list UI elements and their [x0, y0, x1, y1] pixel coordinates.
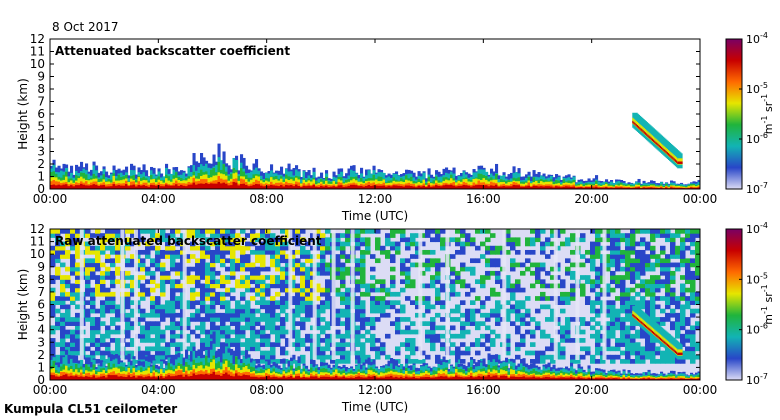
date-label: 8 Oct 2017 — [52, 20, 119, 34]
y-tick-label: 5 — [37, 120, 45, 134]
x-axis-label: Time (UTC) — [341, 400, 408, 414]
colorbar-tick-label: 10-4 — [746, 221, 768, 236]
instrument-caption: Kumpula CL51 ceilometer — [4, 402, 178, 416]
colorbar-tick-label: 10-5 — [746, 81, 768, 96]
y-tick-label: 9 — [37, 260, 45, 274]
y-tick-label: 12 — [30, 32, 45, 46]
x-axis-label: Time (UTC) — [341, 209, 408, 223]
y-tick-label: 11 — [30, 45, 45, 59]
x-tick-label: 16:00 — [466, 192, 501, 206]
x-tick-label: 00:00 — [33, 383, 68, 397]
y-tick-label: 0 — [37, 182, 45, 196]
y-tick-label: 6 — [37, 107, 45, 121]
y-tick-label: 2 — [37, 157, 45, 171]
y-tick-label: 0 — [37, 373, 45, 387]
colorbar-tick-label: 10-5 — [746, 271, 768, 286]
y-tick-label: 4 — [37, 132, 45, 146]
x-tick-label: 00:00 — [683, 383, 718, 397]
y-tick-label: 1 — [37, 360, 45, 374]
colorbar-gradient — [725, 38, 743, 190]
y-tick-label: 5 — [37, 310, 45, 324]
colorbar-unit-label: m-1 sr-1 — [760, 94, 775, 134]
colorbar-tick-label: 10-7 — [746, 181, 768, 196]
x-tick-label: 00:00 — [33, 192, 68, 206]
colorbar-unit-label: m-1 sr-1 — [760, 284, 775, 324]
x-tick-label: 12:00 — [358, 383, 393, 397]
colorbar-1: 10-410-510-610-7m-1 sr-1 — [725, 31, 775, 196]
x-tick-label: 20:00 — [574, 192, 609, 206]
x-tick-label: 00:00 — [683, 192, 718, 206]
y-tick-label: 7 — [37, 95, 45, 109]
y-tick-label: 2 — [37, 348, 45, 362]
backscatter-image — [50, 229, 700, 380]
y-tick-label: 11 — [30, 235, 45, 249]
y-tick-label: 3 — [37, 145, 45, 159]
y-tick-label: 8 — [37, 272, 45, 286]
y-tick-label: 8 — [37, 82, 45, 96]
y-tick-label: 1 — [37, 170, 45, 184]
y-tick-label: 3 — [37, 335, 45, 349]
y-tick-label: 10 — [30, 57, 45, 71]
y-axis-label: Height (km) — [16, 269, 30, 340]
y-tick-label: 7 — [37, 285, 45, 299]
colorbar-2: 10-410-510-610-7m-1 sr-1 — [725, 221, 775, 387]
y-tick-label: 4 — [37, 323, 45, 337]
x-tick-label: 04:00 — [141, 383, 176, 397]
panel-title: Raw attenuated backscatter coefficient — [55, 234, 322, 248]
y-tick-label: 12 — [30, 222, 45, 236]
x-tick-label: 08:00 — [249, 192, 284, 206]
x-tick-label: 12:00 — [358, 192, 393, 206]
x-tick-label: 20:00 — [574, 383, 609, 397]
y-tick-label: 10 — [30, 247, 45, 261]
plot-background — [50, 39, 700, 189]
colorbar-gradient — [725, 228, 743, 381]
x-tick-label: 08:00 — [249, 383, 284, 397]
x-tick-label: 04:00 — [141, 192, 176, 206]
panel-title: Attenuated backscatter coefficient — [55, 44, 290, 58]
y-axis-label: Height (km) — [16, 78, 30, 149]
y-tick-label: 9 — [37, 70, 45, 84]
x-tick-label: 16:00 — [466, 383, 501, 397]
y-tick-label: 6 — [37, 298, 45, 312]
colorbar-tick-label: 10-4 — [746, 31, 768, 46]
colorbar-tick-label: 10-7 — [746, 372, 768, 387]
backscatter-image — [50, 112, 700, 189]
